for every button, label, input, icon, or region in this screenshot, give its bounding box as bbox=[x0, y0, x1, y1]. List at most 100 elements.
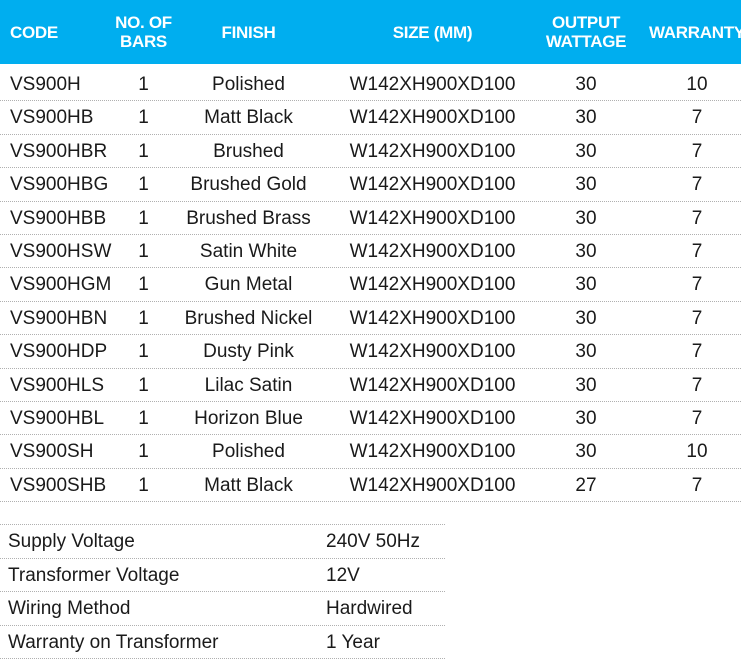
table-row: VS900HBL 1 Horizon Blue W142XH900XD100 30 7 bbox=[0, 402, 741, 436]
spec-table: Supply Voltage 240V 50Hz Transformer Volta… bbox=[0, 524, 445, 659]
cell-code: VS900HBR bbox=[10, 140, 108, 162]
table-row: VS900HBR 1 Brushed W142XH900XD100 30 7 bbox=[0, 135, 741, 169]
table-row: VS900HDP 1 Dusty Pink W142XH900XD100 30 7 bbox=[0, 335, 741, 369]
header-finish: FINISH bbox=[221, 22, 276, 42]
cell-warranty: 7 bbox=[691, 341, 703, 363]
spec-value: 240V 50Hz bbox=[326, 531, 421, 552]
spec-label: Supply Voltage bbox=[8, 531, 135, 552]
cell-finish: Horizon Blue bbox=[194, 407, 303, 429]
cell-warranty: 7 bbox=[691, 207, 703, 229]
header-bars: NO. OF BARS bbox=[115, 13, 172, 51]
spec-row: Warranty on Transformer 1 Year bbox=[0, 626, 445, 659]
cell-size: W142XH900XD100 bbox=[349, 240, 516, 262]
cell-bars: 1 bbox=[138, 74, 149, 95]
cell-code: VS900HBN bbox=[10, 307, 108, 329]
header-code: CODE bbox=[10, 22, 58, 42]
cell-wattage: 30 bbox=[575, 240, 597, 262]
cell-bars: 1 bbox=[138, 140, 149, 162]
cell-finish: Gun Metal bbox=[204, 274, 293, 296]
cell-bars: 1 bbox=[138, 307, 149, 329]
cell-warranty: 10 bbox=[686, 441, 708, 463]
cell-size: W142XH900XD100 bbox=[349, 140, 516, 162]
cell-finish: Satin White bbox=[199, 240, 298, 262]
cell-code: VS900H bbox=[10, 74, 81, 95]
cell-code: VS900HDP bbox=[10, 341, 108, 363]
cell-size: W142XH900XD100 bbox=[349, 474, 516, 496]
cell-code: VS900HLS bbox=[10, 374, 105, 396]
table-row: VS900HBG 1 Brushed Gold W142XH900XD100 30 7 bbox=[0, 168, 741, 202]
cell-wattage: 30 bbox=[575, 307, 597, 329]
cell-warranty: 7 bbox=[691, 140, 703, 162]
cell-finish: Matt Black bbox=[204, 474, 293, 496]
header-wattage: OUTPUT WATTAGE bbox=[545, 13, 627, 51]
spec-label: Wiring Method bbox=[8, 598, 131, 619]
cell-warranty: 7 bbox=[691, 474, 703, 496]
cell-finish: Lilac Satin bbox=[204, 374, 293, 396]
cell-finish: Dusty Pink bbox=[203, 341, 294, 363]
cell-warranty: 7 bbox=[691, 374, 703, 396]
cell-wattage: 30 bbox=[575, 107, 597, 129]
cell-finish: Brushed Brass bbox=[186, 207, 311, 229]
cell-size: W142XH900XD100 bbox=[349, 341, 516, 363]
cell-code: VS900HBL bbox=[10, 407, 105, 429]
cell-code: VS900HB bbox=[10, 107, 94, 129]
cell-wattage: 30 bbox=[575, 140, 597, 162]
cell-bars: 1 bbox=[138, 240, 149, 262]
cell-warranty: 7 bbox=[691, 307, 703, 329]
cell-bars: 1 bbox=[138, 441, 149, 463]
cell-code: VS900HSW bbox=[10, 240, 112, 262]
spec-row: Transformer Voltage 12V bbox=[0, 559, 445, 592]
cell-wattage: 30 bbox=[575, 341, 597, 363]
cell-wattage: 30 bbox=[575, 174, 597, 196]
spec-label: Warranty on Transformer bbox=[8, 631, 219, 653]
product-table: VS900H 1 Polished W142XH900XD100 30 10 VS900HB… bbox=[0, 68, 741, 503]
cell-wattage: 30 bbox=[575, 441, 597, 463]
cell-warranty: 7 bbox=[691, 274, 703, 296]
spec-label: Transformer Voltage bbox=[8, 564, 180, 586]
cell-finish: Matt Black bbox=[204, 107, 293, 129]
cell-wattage: 30 bbox=[575, 207, 597, 229]
cell-wattage: 30 bbox=[575, 74, 597, 95]
spec-row: Supply Voltage 240V 50Hz bbox=[0, 525, 445, 559]
cell-size: W142XH900XD100 bbox=[349, 74, 516, 95]
table-row: VS900H 1 Polished W142XH900XD100 30 10 bbox=[0, 68, 741, 102]
cell-warranty: 7 bbox=[691, 407, 703, 429]
spec-row: Wiring Method Hardwired bbox=[0, 592, 445, 626]
cell-size: W142XH900XD100 bbox=[349, 174, 516, 196]
cell-size: W142XH900XD100 bbox=[349, 374, 516, 396]
cell-bars: 1 bbox=[138, 174, 149, 196]
cell-wattage: 30 bbox=[575, 407, 597, 429]
cell-finish: Polished bbox=[212, 74, 285, 95]
spec-value: 12V bbox=[326, 564, 360, 586]
spec-value: Hardwired bbox=[326, 598, 413, 619]
cell-bars: 1 bbox=[138, 207, 149, 229]
cell-finish: Brushed Gold bbox=[190, 174, 307, 196]
table-header: CODE NO. OF BARS FINISH SIZE (MM) OUTPUT W… bbox=[0, 0, 741, 64]
cell-warranty: 10 bbox=[686, 74, 708, 95]
cell-bars: 1 bbox=[138, 107, 149, 129]
spec-value: 1 Year bbox=[326, 631, 380, 653]
table-row: VS900HGM 1 Gun Metal W142XH900XD100 30 7 bbox=[0, 268, 741, 302]
cell-code: VS900SH bbox=[10, 441, 94, 463]
cell-wattage: 30 bbox=[575, 374, 597, 396]
table-row: VS900SHB 1 Matt Black W142XH900XD100 27 7 bbox=[0, 469, 741, 503]
table-row: VS900HSW 1 Satin White W142XH900XD100 30 7 bbox=[0, 235, 741, 269]
cell-size: W142XH900XD100 bbox=[349, 307, 516, 329]
cell-wattage: 30 bbox=[575, 274, 597, 296]
cell-bars: 1 bbox=[138, 374, 149, 396]
table-row: VS900HBB 1 Brushed Brass W142XH900XD100 30 7 bbox=[0, 202, 741, 235]
header-size: SIZE (MM) bbox=[392, 22, 473, 42]
cell-code: VS900HBG bbox=[10, 174, 109, 196]
cell-warranty: 7 bbox=[691, 240, 703, 262]
cell-size: W142XH900XD100 bbox=[349, 407, 516, 429]
cell-code: VS900HGM bbox=[10, 274, 112, 296]
cell-bars: 1 bbox=[138, 474, 149, 496]
cell-finish: Polished bbox=[212, 441, 285, 463]
header-warranty: WARRANTY bbox=[649, 22, 741, 42]
cell-code: VS900HBB bbox=[10, 207, 107, 229]
cell-warranty: 7 bbox=[691, 174, 703, 196]
cell-finish: Brushed bbox=[213, 140, 284, 162]
cell-code: VS900SHB bbox=[10, 474, 107, 496]
cell-size: W142XH900XD100 bbox=[349, 207, 516, 229]
table-row: VS900HB 1 Matt Black W142XH900XD100 30 7 bbox=[0, 101, 741, 135]
